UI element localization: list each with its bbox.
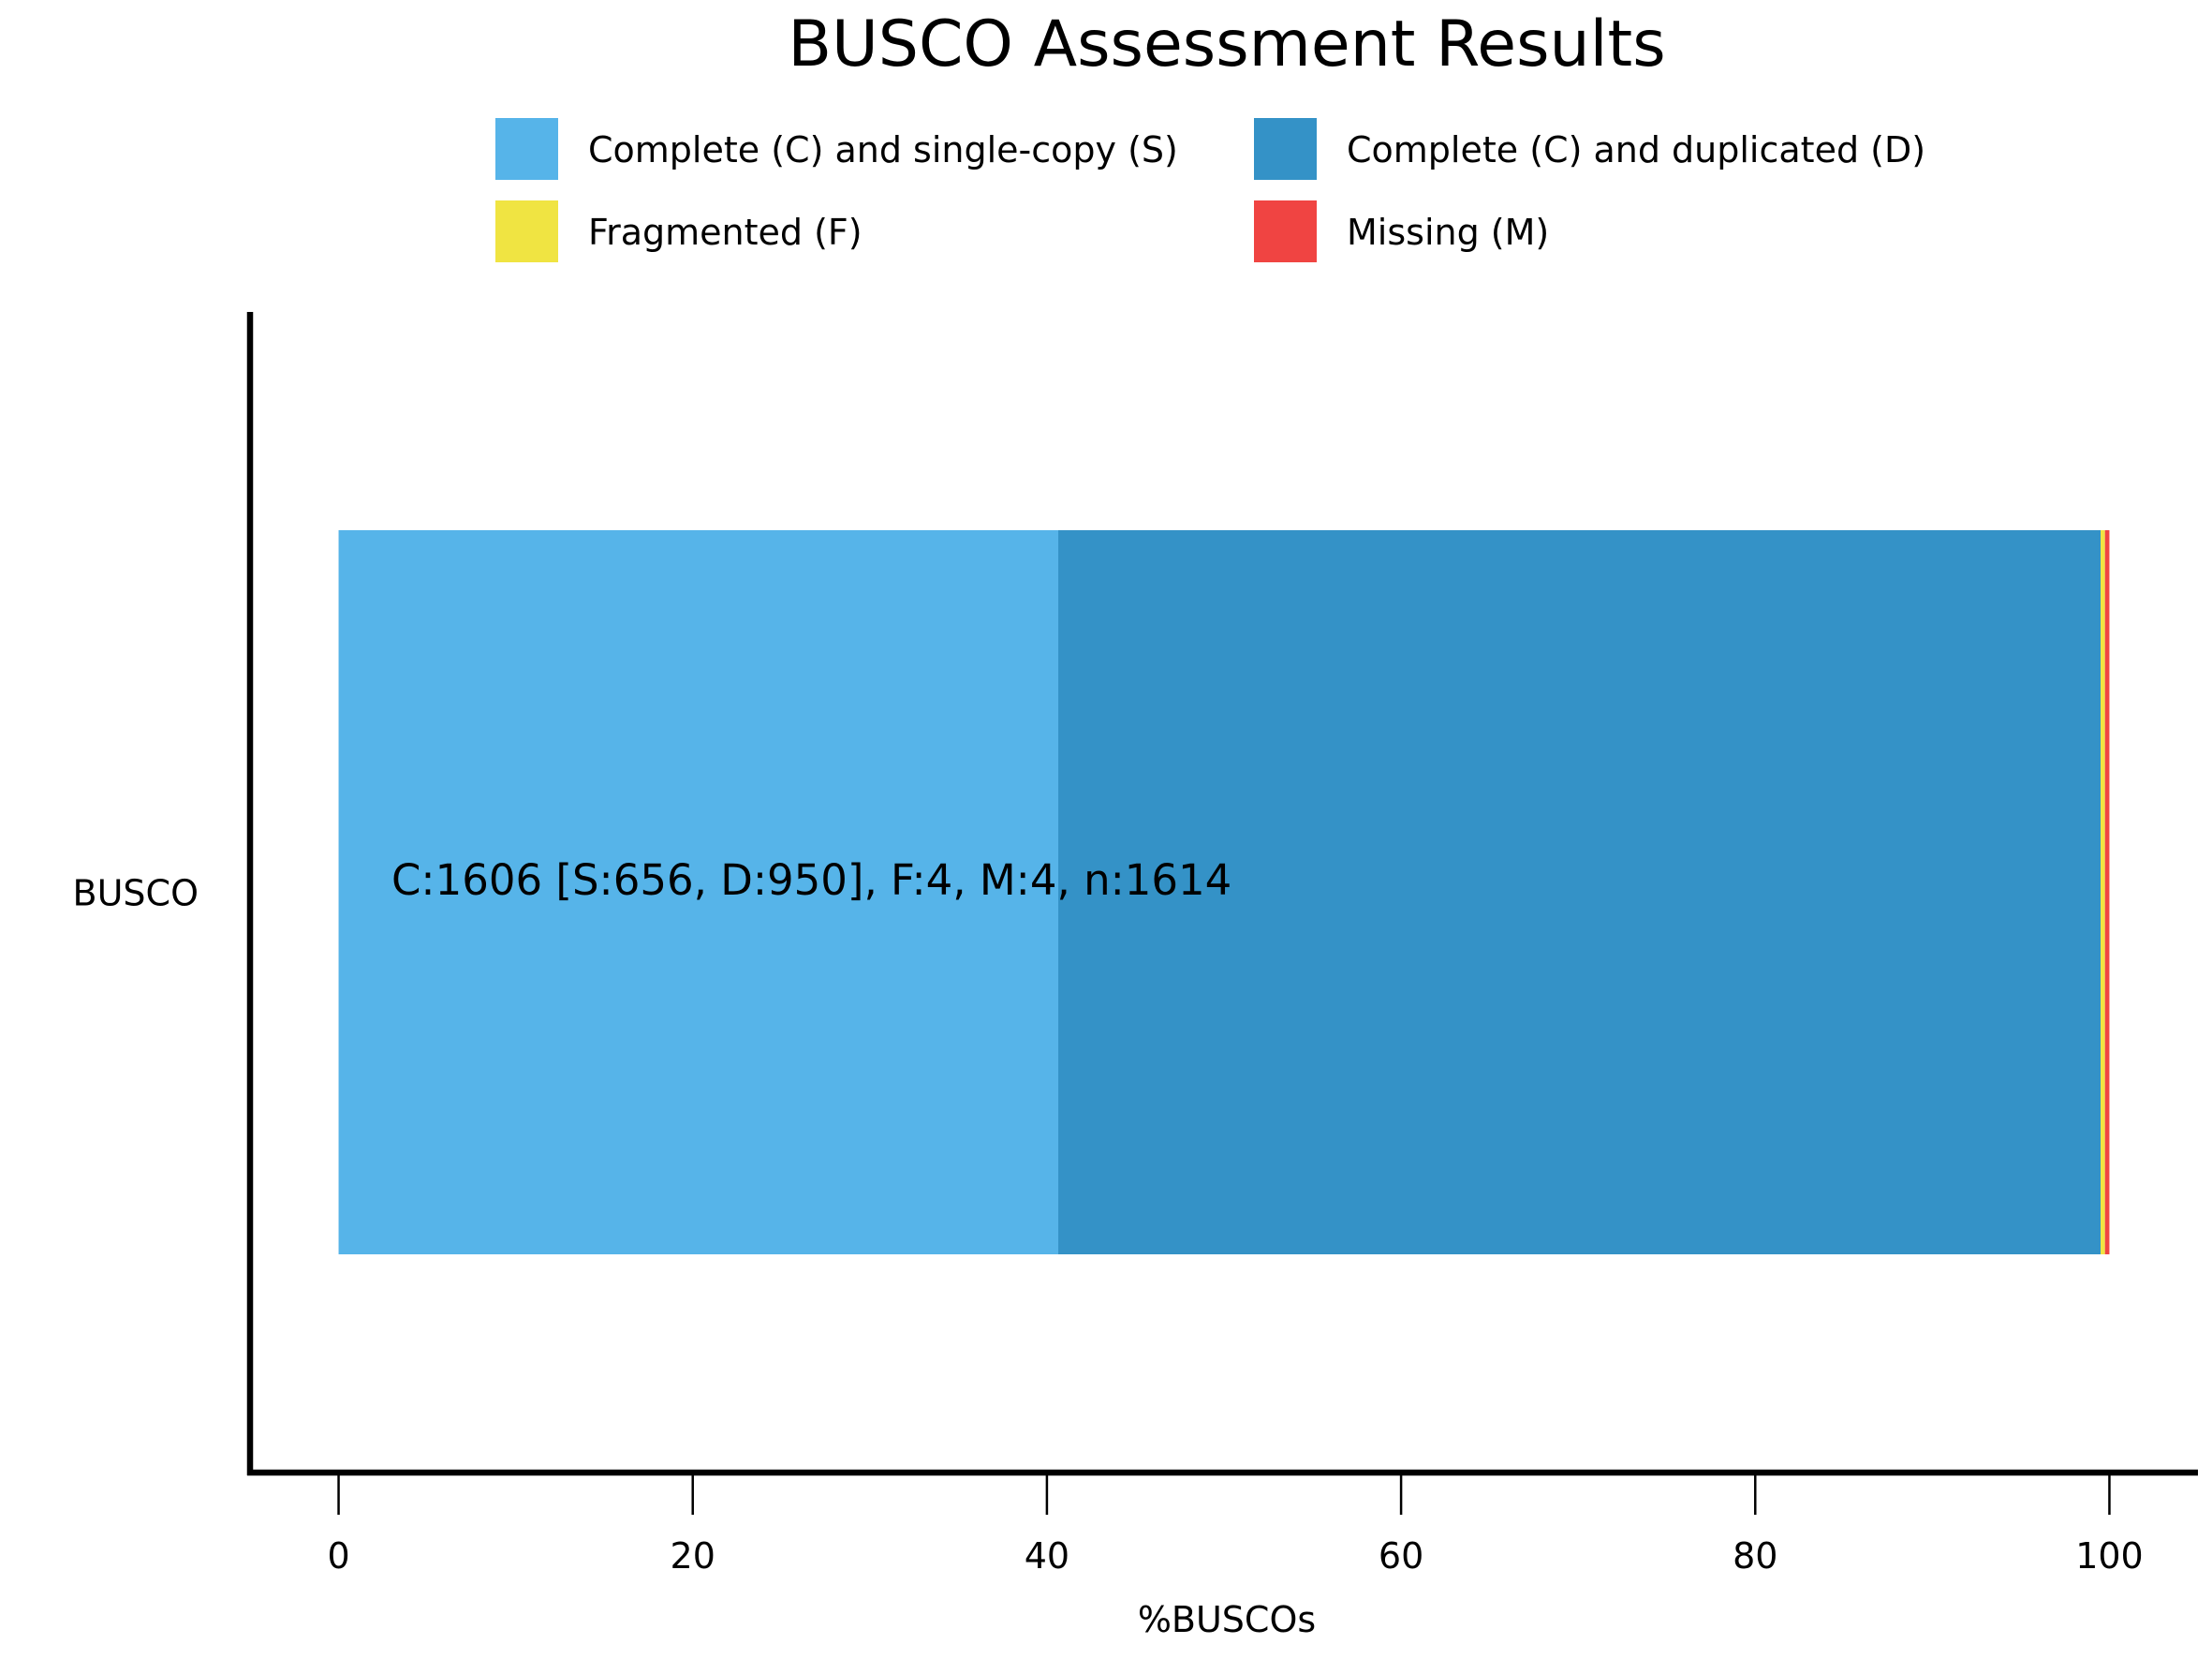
x-ticks: 0 20 40 60 80 100 (327, 1475, 2144, 1577)
x-tick-label: 40 (1025, 1535, 1069, 1577)
legend-swatch (495, 200, 558, 262)
y-categories: BUSCO (73, 873, 199, 914)
legend-label: Complete (C) and single-copy (S) (588, 129, 1178, 170)
bar-segment (1058, 530, 2101, 1254)
legend: Complete (C) and single-copy (S) Complete… (495, 118, 1925, 262)
x-tick-label: 80 (1733, 1535, 1777, 1577)
x-tick-label: 20 (671, 1535, 715, 1577)
legend-item: Missing (M) (1254, 200, 1549, 262)
legend-swatch (1254, 200, 1317, 262)
legend-item: Complete (C) and duplicated (D) (1254, 118, 1925, 180)
legend-label: Missing (M) (1347, 212, 1549, 253)
bar-annotation: C:1606 [S:656, D:950], F:4, M:4, n:1614 (391, 855, 1231, 905)
y-category-label: BUSCO (73, 873, 199, 914)
x-tick-label: 100 (2075, 1535, 2144, 1577)
bar-segment (2104, 530, 2110, 1254)
bar-segment (338, 530, 1059, 1254)
bar-segments (338, 530, 2110, 1254)
chart-title: BUSCO Assessment Results (788, 7, 1665, 81)
x-axis-label: %BUSCOs (1138, 1599, 1316, 1640)
legend-label: Complete (C) and duplicated (D) (1347, 129, 1925, 170)
x-tick-label: 0 (327, 1535, 349, 1577)
legend-swatch (1254, 118, 1317, 180)
axes (246, 312, 2198, 1476)
x-tick-label: 60 (1379, 1535, 1423, 1577)
bar-segment (2101, 530, 2105, 1254)
legend-label: Fragmented (F) (588, 212, 863, 253)
legend-swatch (495, 118, 558, 180)
legend-item: Fragmented (F) (495, 200, 863, 262)
legend-item: Complete (C) and single-copy (S) (495, 118, 1178, 180)
